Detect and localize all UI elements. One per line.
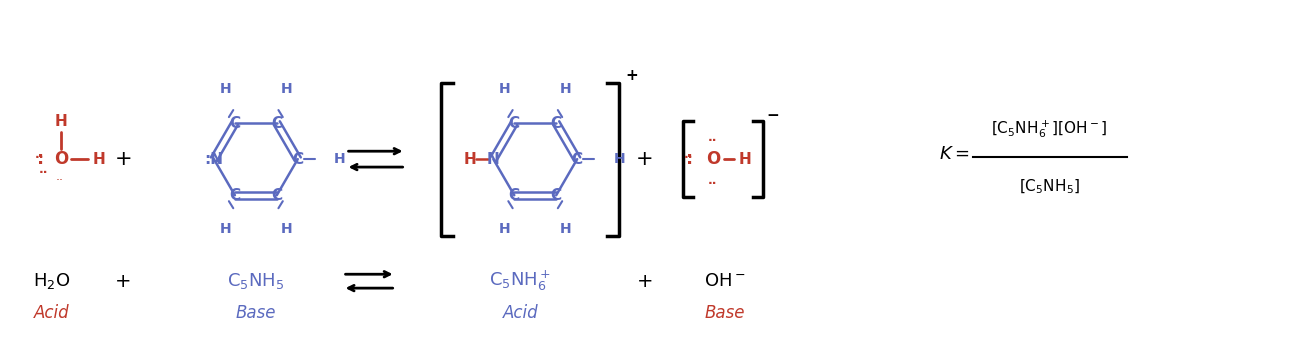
Text: Base: Base [235, 304, 276, 322]
Text: +: + [637, 272, 654, 291]
Text: :N: :N [204, 152, 224, 167]
Text: $\mathregular{C_5NH_5}$: $\mathregular{C_5NH_5}$ [227, 271, 285, 291]
Text: +: + [625, 68, 638, 83]
Text: O: O [706, 150, 720, 168]
Text: :: : [38, 150, 44, 168]
Text: H: H [560, 82, 572, 96]
Text: $K = $: $K = $ [939, 145, 970, 163]
Text: H: H [92, 152, 105, 167]
Text: C: C [272, 188, 282, 203]
Text: H: H [281, 222, 292, 236]
Text: H: H [55, 114, 68, 129]
Text: ..: .. [56, 171, 64, 183]
Text: O: O [55, 150, 69, 168]
Text: Acid: Acid [503, 304, 538, 322]
Text: ..: .. [684, 148, 694, 161]
Text: ..: .. [708, 131, 718, 144]
Text: ..: .. [35, 148, 44, 161]
Text: H: H [464, 152, 477, 167]
Text: H: H [560, 222, 572, 236]
Text: H: H [220, 82, 231, 96]
Text: Base: Base [705, 304, 745, 322]
Text: H: H [499, 82, 511, 96]
Text: +: + [114, 272, 131, 291]
Text: H: H [334, 152, 346, 166]
Text: +: + [114, 149, 131, 169]
Text: C: C [229, 188, 240, 203]
Text: H: H [499, 222, 511, 236]
Text: C: C [292, 152, 303, 167]
Text: H: H [614, 152, 625, 166]
Text: H: H [220, 222, 231, 236]
Text: C: C [551, 115, 562, 131]
Text: :: : [686, 150, 693, 168]
Text: $\mathregular{[C_5NH_5]}$: $\mathregular{[C_5NH_5]}$ [1019, 178, 1079, 196]
Text: C: C [229, 115, 240, 131]
Text: C: C [272, 115, 282, 131]
Text: $\mathregular{H_2O}$: $\mathregular{H_2O}$ [32, 271, 70, 291]
Text: ..: .. [708, 175, 718, 188]
Text: $\mathregular{OH^-}$: $\mathregular{OH^-}$ [705, 272, 746, 290]
Text: $\mathregular{C_5NH_6^+}$: $\mathregular{C_5NH_6^+}$ [489, 269, 551, 293]
Text: C: C [572, 152, 582, 167]
Text: N: N [488, 152, 499, 167]
Text: H: H [281, 82, 292, 96]
Text: C: C [551, 188, 562, 203]
Text: H: H [738, 152, 751, 167]
Text: ..: .. [39, 162, 48, 176]
Text: +: + [636, 149, 654, 169]
Text: C: C [508, 188, 520, 203]
Text: −: − [767, 108, 780, 124]
Text: $\mathregular{[C_5NH_6^+][OH^-]}$: $\mathregular{[C_5NH_6^+][OH^-]}$ [991, 119, 1108, 140]
Text: C: C [508, 115, 520, 131]
Text: Acid: Acid [34, 304, 69, 322]
